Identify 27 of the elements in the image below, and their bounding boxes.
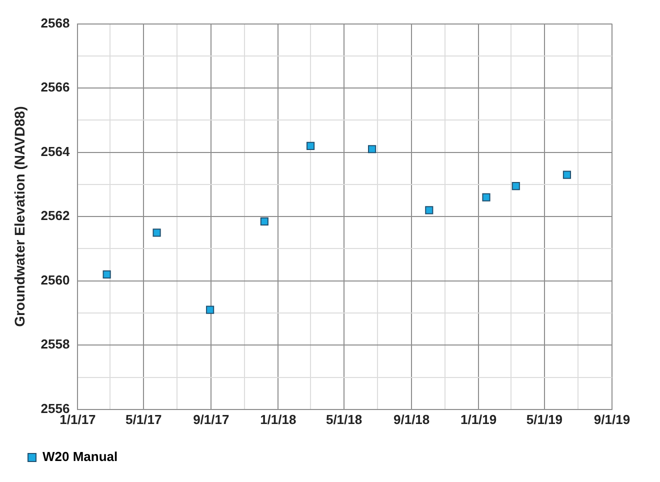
y-tick-label: 2556 — [40, 400, 70, 416]
point — [368, 145, 376, 154]
x-tick-label: 5/1/17 — [126, 412, 162, 427]
x-tick-label: 5/1/19 — [526, 412, 563, 427]
point — [306, 142, 315, 150]
x-tick-label: 9/1/17 — [193, 412, 230, 427]
point — [206, 306, 214, 314]
point — [512, 182, 520, 190]
point — [482, 193, 490, 202]
y-axis-title: Groundwater Elevation (NAVD88) — [11, 106, 28, 327]
point — [152, 228, 161, 237]
point — [562, 170, 572, 179]
x-tick-label: 5/1/18 — [326, 412, 362, 427]
y-tick-label: 2568 — [40, 15, 70, 30]
point — [102, 270, 111, 278]
x-tick-label: 9/1/19 — [594, 412, 630, 427]
x-tick-label: 1/1/19 — [460, 412, 497, 427]
y-tick-label: 2566 — [40, 80, 70, 95]
y-tick-label: 2558 — [40, 336, 70, 352]
y-tick-label: 2560 — [40, 272, 70, 288]
legend-label: W20 Manual — [42, 449, 118, 464]
point — [425, 206, 434, 214]
y-tick-label: 2562 — [40, 208, 70, 224]
x-tick-label: 1/1/18 — [260, 412, 296, 427]
y-tick-label: 2564 — [40, 144, 70, 159]
x-tick-label: 9/1/18 — [394, 412, 430, 427]
point — [260, 217, 268, 226]
